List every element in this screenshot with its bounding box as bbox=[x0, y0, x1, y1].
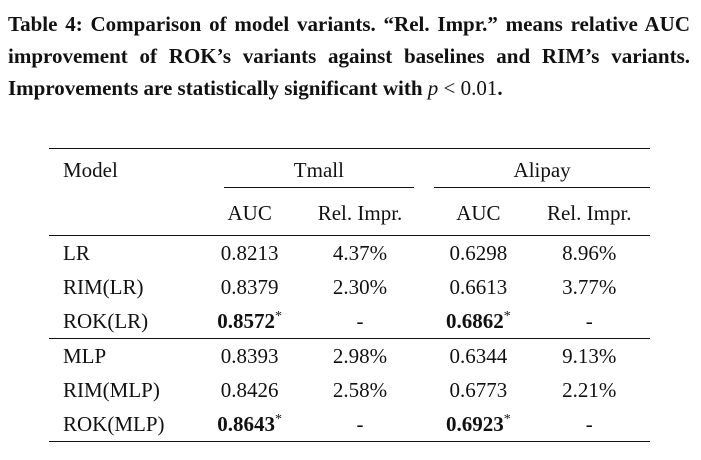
row-tmall-rel: 2.30% bbox=[332, 274, 388, 299]
table-row: LR 0.8213 4.37% 0.6298 8.96% bbox=[49, 235, 650, 270]
significance-star: * bbox=[275, 411, 283, 427]
row-model: LR bbox=[49, 235, 200, 270]
row-alipay-auc-best: 0.6862* bbox=[428, 304, 528, 339]
caption-period: . bbox=[497, 76, 503, 100]
row-model: RIM(LR) bbox=[63, 274, 144, 299]
row-alipay-rel: 2.21% bbox=[562, 377, 617, 402]
row-tmall-auc: 0.8393 bbox=[199, 338, 300, 373]
table-row: ROK(MLP) 0.8643* - 0.6923* - bbox=[49, 407, 650, 442]
row-alipay-auc: 0.6773 bbox=[449, 377, 508, 402]
row-model: ROK(LR) bbox=[63, 308, 149, 333]
caption-p-symbol: p bbox=[427, 76, 439, 100]
header-tmall-cell: Tmall bbox=[199, 148, 421, 191]
significance-star: * bbox=[275, 308, 283, 324]
header-alipay-auc: AUC bbox=[456, 200, 501, 225]
header-tmall: Tmall bbox=[223, 153, 415, 188]
table-caption: Table 4: Comparison of model variants. “… bbox=[8, 8, 690, 104]
row-tmall-auc: 0.8426 bbox=[220, 377, 279, 402]
best-value: 0.6862 bbox=[446, 308, 504, 333]
row-tmall-auc: 0.8213 bbox=[199, 235, 300, 270]
row-model: RIM(MLP) bbox=[63, 377, 160, 402]
header-alipay-rel: Rel. Impr. bbox=[546, 200, 632, 225]
row-tmall-rel: 2.98% bbox=[299, 338, 421, 373]
best-value: 0.6923 bbox=[446, 411, 504, 436]
table-header-row-metrics: AUC Rel. Impr. AUC Rel. Impr. bbox=[49, 191, 650, 236]
row-alipay-rel: - bbox=[528, 407, 650, 442]
row-tmall-rel: - bbox=[356, 308, 364, 333]
row-tmall-auc-best: 0.8643* bbox=[199, 407, 300, 442]
header-alipay: Alipay bbox=[434, 153, 650, 188]
table-row: ROK(LR) 0.8572* - 0.6862* - bbox=[49, 304, 650, 339]
header-tmall-auc: AUC bbox=[227, 200, 272, 225]
row-alipay-rel: 9.13% bbox=[528, 338, 650, 373]
best-value: 0.8572 bbox=[217, 308, 276, 333]
caption-text: Table 4: Comparison of model variants. “… bbox=[8, 12, 690, 100]
row-alipay-auc: 0.6298 bbox=[428, 235, 529, 270]
row-tmall-rel: - bbox=[299, 407, 421, 442]
significance-star: * bbox=[503, 411, 511, 427]
table-row: MLP 0.8393 2.98% 0.6344 9.13% bbox=[49, 338, 650, 373]
row-alipay-auc: 0.6613 bbox=[449, 274, 508, 299]
significance-star: * bbox=[503, 308, 511, 324]
row-alipay-auc: 0.6344 bbox=[428, 338, 529, 373]
results-table: Model Tmall Alipay AUC Rel. Impr. AUC Re… bbox=[49, 148, 650, 442]
row-alipay-auc-best: 0.6923* bbox=[428, 407, 529, 442]
best-value: 0.8643 bbox=[217, 411, 276, 436]
caption-relation: < bbox=[438, 76, 461, 100]
row-tmall-auc-best: 0.8572* bbox=[200, 304, 300, 339]
row-tmall-rel: 2.58% bbox=[332, 377, 388, 402]
table-header-row-groups: Model Tmall Alipay bbox=[49, 148, 650, 191]
table-row: RIM(LR) 0.8379 2.30% 0.6613 3.77% bbox=[49, 270, 650, 304]
results-table-wrapper: Model Tmall Alipay AUC Rel. Impr. AUC Re… bbox=[49, 148, 650, 442]
header-tmall-rel: Rel. Impr. bbox=[317, 200, 403, 225]
row-tmall-auc: 0.8379 bbox=[220, 274, 279, 299]
row-model: ROK(MLP) bbox=[49, 407, 200, 442]
row-alipay-rel: 8.96% bbox=[528, 235, 650, 270]
row-model: MLP bbox=[49, 338, 200, 373]
row-tmall-rel: 4.37% bbox=[299, 235, 421, 270]
caption-threshold: 0.01 bbox=[460, 76, 498, 100]
header-alipay-cell: Alipay bbox=[428, 148, 650, 191]
row-alipay-rel: 3.77% bbox=[562, 274, 617, 299]
row-alipay-rel: - bbox=[585, 308, 593, 333]
header-model: Model bbox=[49, 148, 200, 191]
table-row: RIM(MLP) 0.8426 2.58% 0.6773 2.21% bbox=[49, 373, 650, 407]
